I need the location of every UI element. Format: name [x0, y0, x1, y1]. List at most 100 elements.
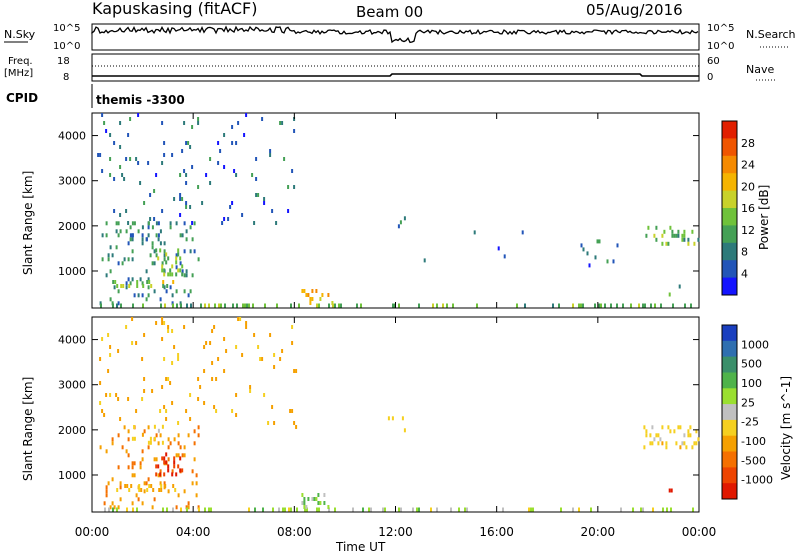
data-cell [328, 303, 330, 308]
data-cell [167, 489, 170, 494]
data-cell [165, 409, 168, 413]
x-axis-ticks: 00:00 04:00 08:00 12:00 16:00 20:00 00:00 [75, 113, 716, 539]
data-cell [157, 237, 160, 242]
data-cell [99, 357, 102, 361]
data-cell [135, 409, 138, 413]
data-cell [174, 488, 177, 492]
data-cell [125, 449, 128, 454]
x-tick-label: 16:00 [479, 525, 514, 539]
data-cell [582, 303, 584, 308]
data-cell [119, 229, 122, 234]
data-cell [117, 301, 120, 306]
data-cell [572, 507, 574, 512]
data-cell [671, 233, 674, 238]
data-cell [193, 249, 196, 254]
data-cell [193, 441, 196, 446]
data-cell [141, 357, 144, 361]
data-cell [111, 477, 114, 482]
data-cell [128, 284, 131, 288]
data-cell [173, 197, 176, 201]
data-cell [291, 169, 294, 173]
data-cell [151, 245, 154, 250]
data-cell [204, 303, 206, 308]
data-cell [604, 303, 606, 308]
data-cell [248, 303, 250, 308]
velocity-panel-frame [91, 316, 700, 513]
data-cell [133, 293, 136, 298]
data-cell [211, 377, 214, 381]
date-label: 05/Aug/2016 [586, 1, 683, 19]
noise-panel: N.Sky 10^5 10^0 10^5 10^0 N.Search [4, 23, 796, 52]
data-cell [159, 229, 162, 234]
data-cell [387, 416, 390, 421]
colorbar-tick-label: 24 [741, 159, 755, 172]
data-cell [153, 497, 156, 502]
data-cell [243, 133, 246, 137]
data-cell [227, 217, 230, 221]
data-cell [392, 303, 394, 308]
data-cell [140, 488, 143, 492]
colorbar-tick-label: -1000 [741, 474, 773, 487]
data-cell [691, 229, 694, 234]
data-cell [189, 145, 192, 149]
data-cell [163, 141, 166, 145]
data-cell [223, 133, 226, 137]
data-cell [691, 445, 694, 450]
data-cell [667, 241, 670, 246]
data-cell [219, 149, 222, 153]
colorbar-tick-label: 8 [741, 246, 748, 259]
data-cell [120, 284, 123, 288]
data-cell [693, 241, 696, 246]
data-cell [183, 273, 186, 278]
data-cell [109, 133, 112, 137]
data-cell [649, 441, 652, 446]
data-cell [122, 284, 125, 288]
data-cell [293, 421, 296, 425]
data-cell [398, 303, 400, 308]
data-cell [191, 221, 194, 225]
colorbar-segment [722, 483, 737, 500]
data-cell [117, 233, 120, 238]
data-cell [596, 239, 599, 244]
data-cell [127, 257, 130, 262]
data-cell [157, 256, 160, 261]
data-cell [119, 121, 122, 125]
data-cell [661, 425, 664, 430]
data-cell [138, 484, 141, 488]
data-cell [197, 425, 200, 430]
data-cell [99, 445, 102, 450]
data-cell [157, 473, 160, 478]
data-cell [311, 497, 314, 501]
data-cell [209, 341, 212, 345]
data-cell [653, 437, 656, 442]
data-cell [101, 409, 104, 413]
noise-tick-high-right: 10^5 [707, 23, 734, 34]
data-cell [183, 221, 186, 226]
data-cell [169, 268, 172, 273]
data-cell [208, 303, 210, 308]
data-cell [153, 424, 156, 429]
data-cell [161, 261, 164, 266]
data-cell [111, 437, 114, 442]
data-cell [632, 507, 634, 512]
data-cell [185, 505, 188, 510]
data-cell [103, 501, 106, 506]
data-cell [149, 440, 152, 445]
data-cell [255, 157, 258, 161]
data-cell [123, 425, 126, 430]
data-cell [598, 239, 601, 244]
data-cell [264, 303, 266, 308]
data-cell [668, 488, 671, 493]
data-cell [131, 257, 134, 262]
data-cell [328, 507, 330, 512]
nave-tick-high: 60 [707, 56, 720, 67]
data-cell [119, 497, 122, 502]
data-cell [126, 484, 129, 488]
data-cell [304, 507, 306, 512]
data-cell [293, 129, 296, 133]
data-cell [139, 277, 142, 282]
data-cell [315, 289, 318, 293]
data-cell [129, 225, 132, 230]
data-cell [283, 157, 286, 161]
data-cell [598, 303, 600, 308]
